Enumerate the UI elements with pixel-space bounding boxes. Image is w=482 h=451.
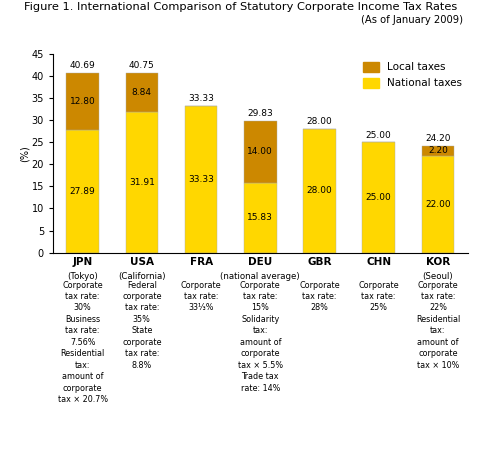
Bar <box>244 121 277 183</box>
Text: 12.80: 12.80 <box>70 97 95 106</box>
Text: (national average): (national average) <box>220 272 300 281</box>
Bar <box>362 143 395 253</box>
Bar <box>67 73 99 129</box>
Text: 2.20: 2.20 <box>428 146 448 155</box>
Text: (As of January 2009): (As of January 2009) <box>361 15 463 25</box>
Text: Figure 1. International Comparison of Statutory Corporate Income Tax Rates: Figure 1. International Comparison of St… <box>25 2 457 12</box>
Text: 25.00: 25.00 <box>366 131 391 140</box>
Y-axis label: (%): (%) <box>20 145 30 162</box>
Text: 27.89: 27.89 <box>70 187 95 196</box>
Text: 33.33: 33.33 <box>188 175 214 184</box>
Text: Corporate
tax rate:
22%
Residential
tax:
amount of
corporate
tax × 10%: Corporate tax rate: 22% Residential tax:… <box>416 281 460 370</box>
Text: 28.00: 28.00 <box>307 117 333 126</box>
Bar <box>422 156 454 253</box>
Text: 28.00: 28.00 <box>307 186 333 195</box>
Bar <box>422 146 454 156</box>
Text: 29.83: 29.83 <box>247 110 273 118</box>
Text: 22.00: 22.00 <box>425 199 451 208</box>
Text: 40.75: 40.75 <box>129 61 155 70</box>
Text: (Seoul): (Seoul) <box>423 272 453 281</box>
Bar <box>185 106 217 253</box>
Text: 25.00: 25.00 <box>366 193 391 202</box>
Text: (Tokyo): (Tokyo) <box>67 272 98 281</box>
Text: Corporate
tax rate:
25%: Corporate tax rate: 25% <box>359 281 399 313</box>
Text: Corporate
tax rate:
33⅓%: Corporate tax rate: 33⅓% <box>181 281 221 313</box>
Bar <box>67 129 99 253</box>
Text: Corporate
tax rate:
28%: Corporate tax rate: 28% <box>299 281 340 313</box>
Bar <box>125 73 158 112</box>
Text: 31.91: 31.91 <box>129 178 155 187</box>
Legend: Local taxes, National taxes: Local taxes, National taxes <box>359 57 467 92</box>
Text: 40.69: 40.69 <box>70 61 95 70</box>
Text: 8.84: 8.84 <box>132 88 152 97</box>
Bar <box>303 129 336 253</box>
Text: 14.00: 14.00 <box>247 147 273 156</box>
Text: 24.20: 24.20 <box>425 134 451 143</box>
Bar <box>244 183 277 253</box>
Text: (California): (California) <box>118 272 166 281</box>
Bar <box>125 112 158 253</box>
Text: Corporate
tax rate:
15%
Solidarity
tax:
amount of
corporate
tax × 5.5%
Trade tax: Corporate tax rate: 15% Solidarity tax: … <box>238 281 283 392</box>
Text: 33.33: 33.33 <box>188 94 214 103</box>
Text: Corporate
tax rate:
30%
Business
tax rate:
7.56%
Residential
tax:
amount of
corp: Corporate tax rate: 30% Business tax rat… <box>57 281 107 404</box>
Text: 15.83: 15.83 <box>247 213 273 222</box>
Text: Federal
corporate
tax rate:
35%
State
corporate
tax rate:
8.8%: Federal corporate tax rate: 35% State co… <box>122 281 161 370</box>
